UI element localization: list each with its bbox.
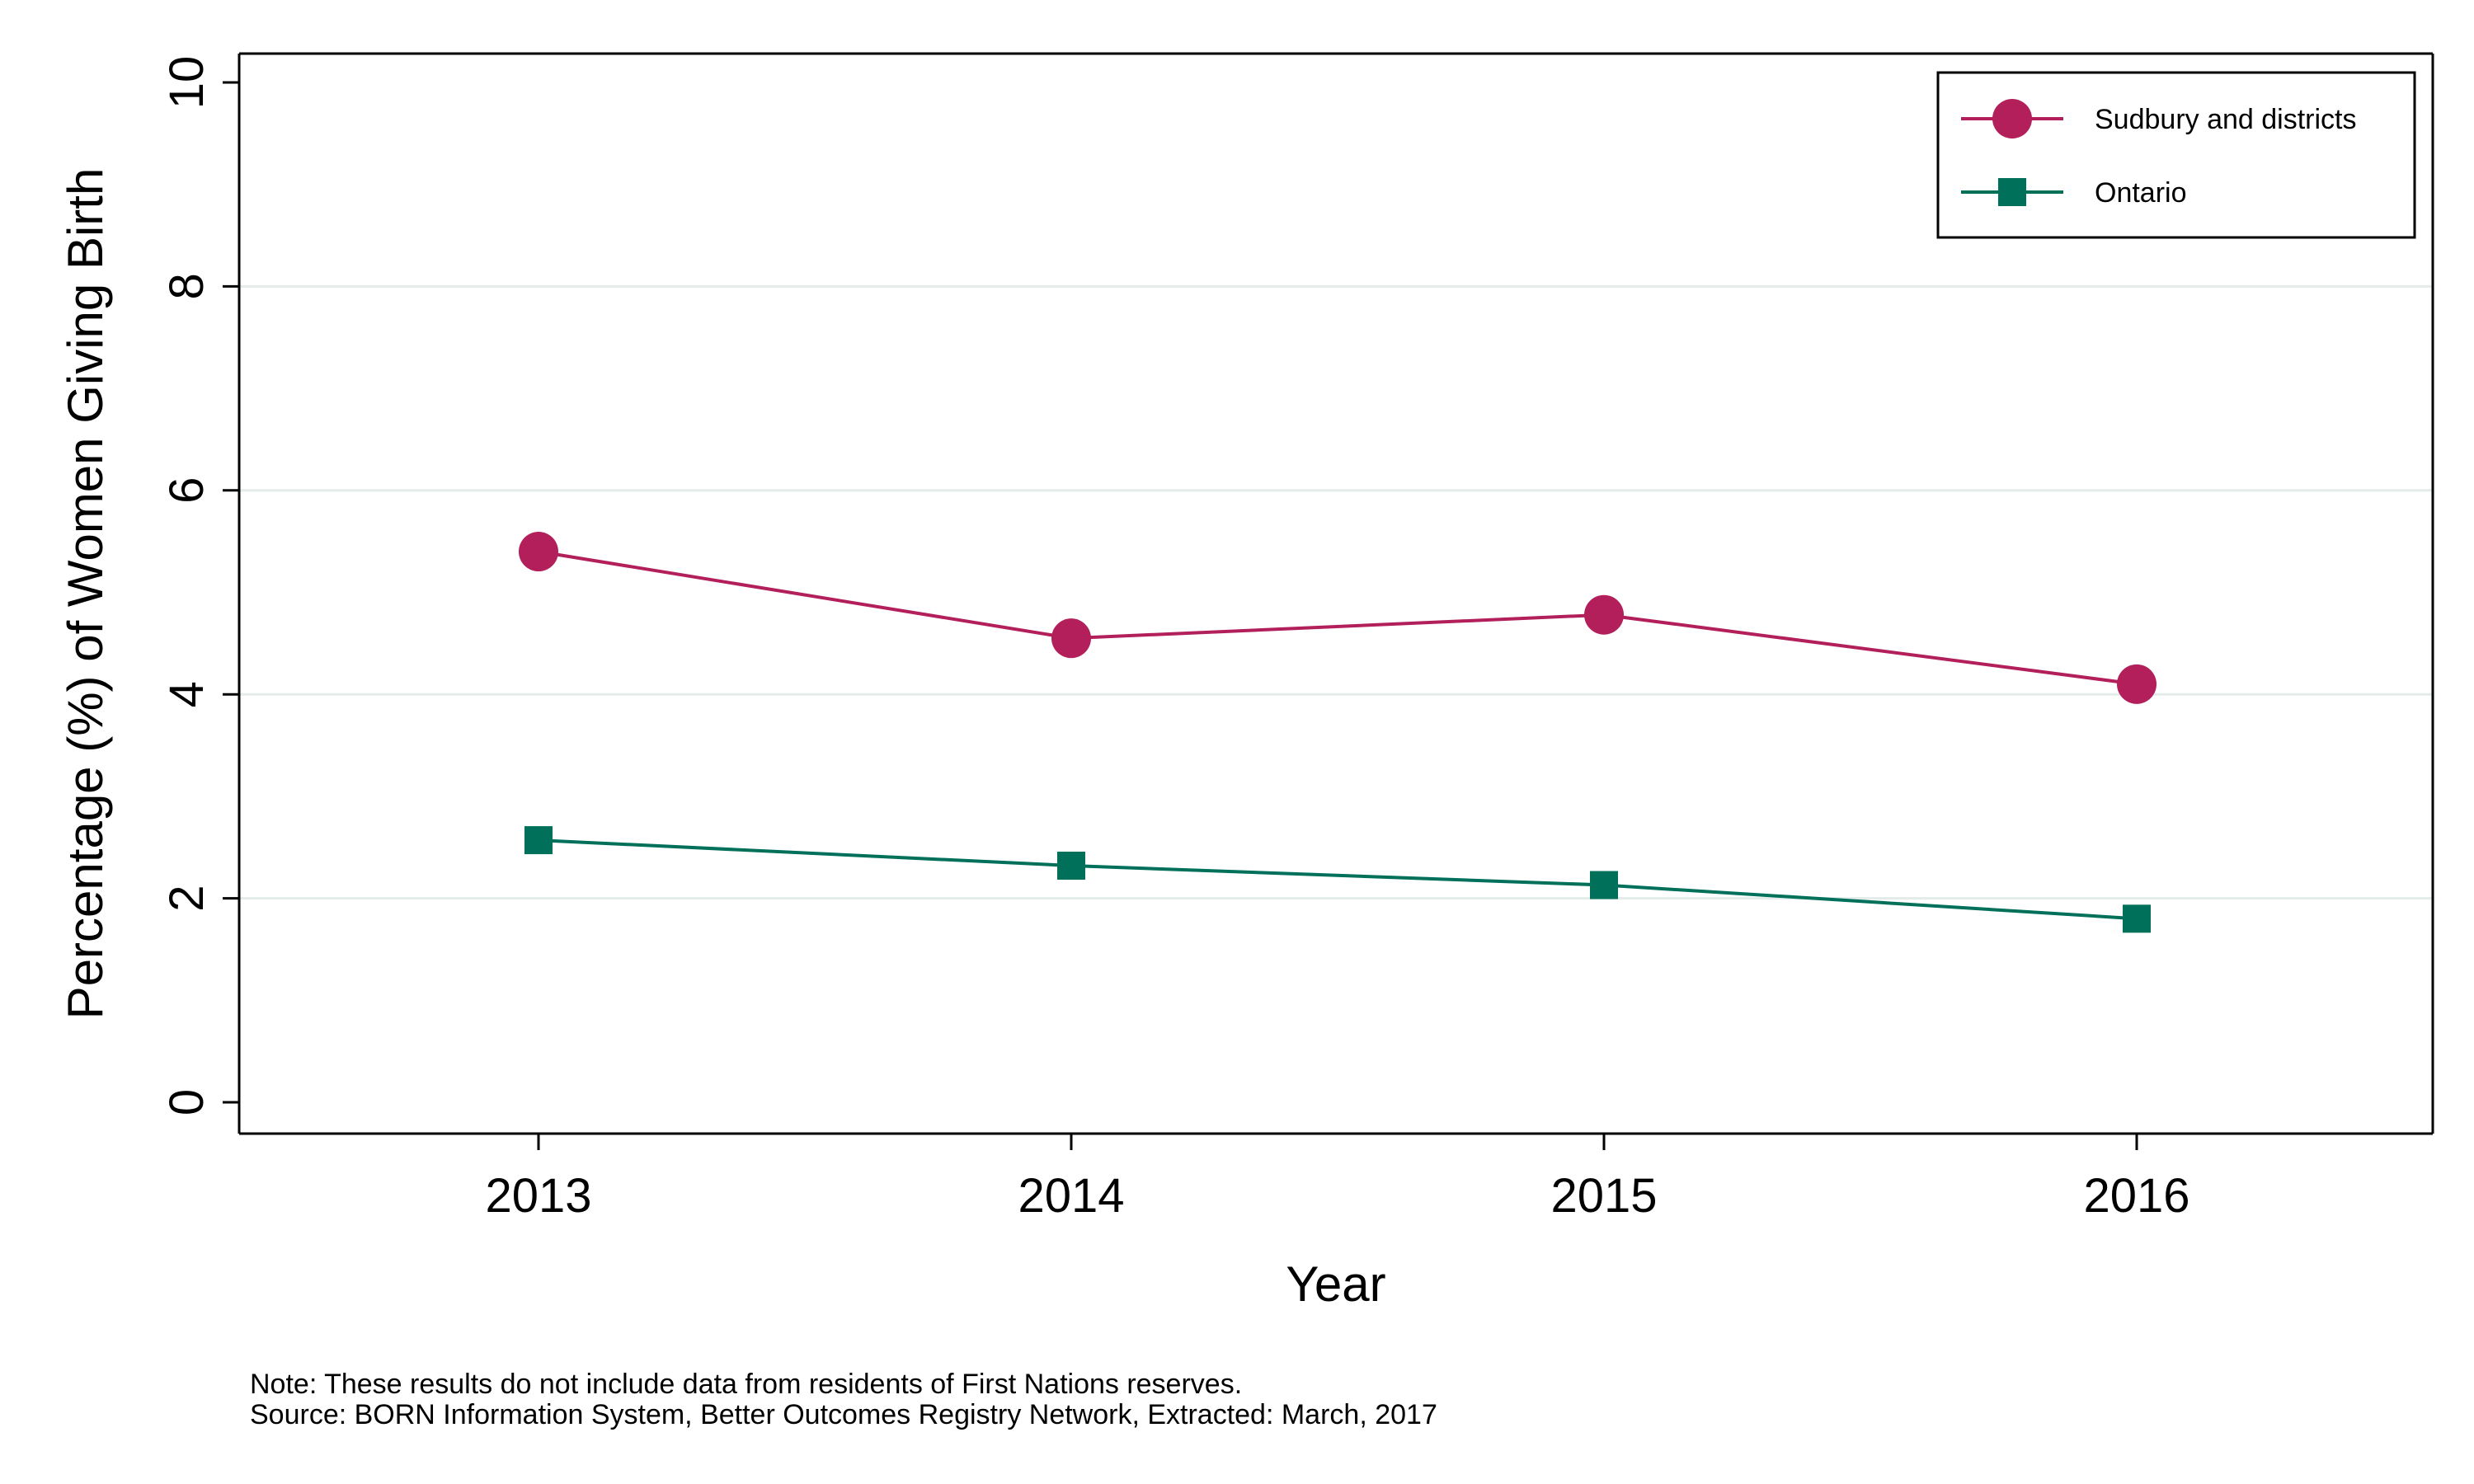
legend-box	[1936, 71, 2416, 239]
legend-marker-sudbury	[1992, 99, 2032, 139]
x-tick-label: 2014	[1018, 1169, 1124, 1223]
data-point	[1584, 594, 1624, 635]
y-tick-label: 2	[160, 885, 214, 911]
gridlines	[239, 284, 2433, 900]
data-point	[1590, 871, 1618, 899]
data-point	[519, 532, 558, 572]
y-tick-label: 0	[160, 1089, 214, 1115]
legend-label-sudbury: Sudbury and districts	[2095, 104, 2357, 135]
note-line-1: Note: These results do not include data …	[250, 1369, 1242, 1400]
data-point	[524, 826, 553, 855]
x-axis-title: Year	[1286, 1256, 1385, 1312]
x-tick-label: 2016	[2083, 1169, 2189, 1223]
legend-marker-ontario	[1998, 178, 2026, 206]
data-point	[2117, 664, 2157, 704]
x-tick-label: 2013	[485, 1169, 591, 1223]
series-line	[538, 550, 2138, 686]
y-tick-label: 8	[160, 273, 214, 299]
data-point	[1057, 852, 1085, 881]
series	[519, 532, 2157, 933]
y-axis-title: Percentage (%) of Women Giving Birth	[58, 168, 113, 1020]
legend: Sudbury and districts Ontario	[1936, 71, 2416, 239]
note-line-2: Source: BORN Information System, Better …	[250, 1399, 1437, 1430]
y-tick-label: 6	[160, 477, 214, 504]
data-point	[1051, 618, 1091, 659]
x-tick-label: 2015	[1550, 1169, 1657, 1223]
y-tick-label: 4	[160, 681, 214, 707]
data-point	[2123, 904, 2151, 933]
legend-label-ontario: Ontario	[2095, 177, 2187, 209]
series-line	[538, 838, 2138, 921]
y-tick-label: 10	[160, 56, 214, 110]
axes: 0 2 4 6 8 10 2013 2014 2015 2016	[160, 52, 2434, 1223]
